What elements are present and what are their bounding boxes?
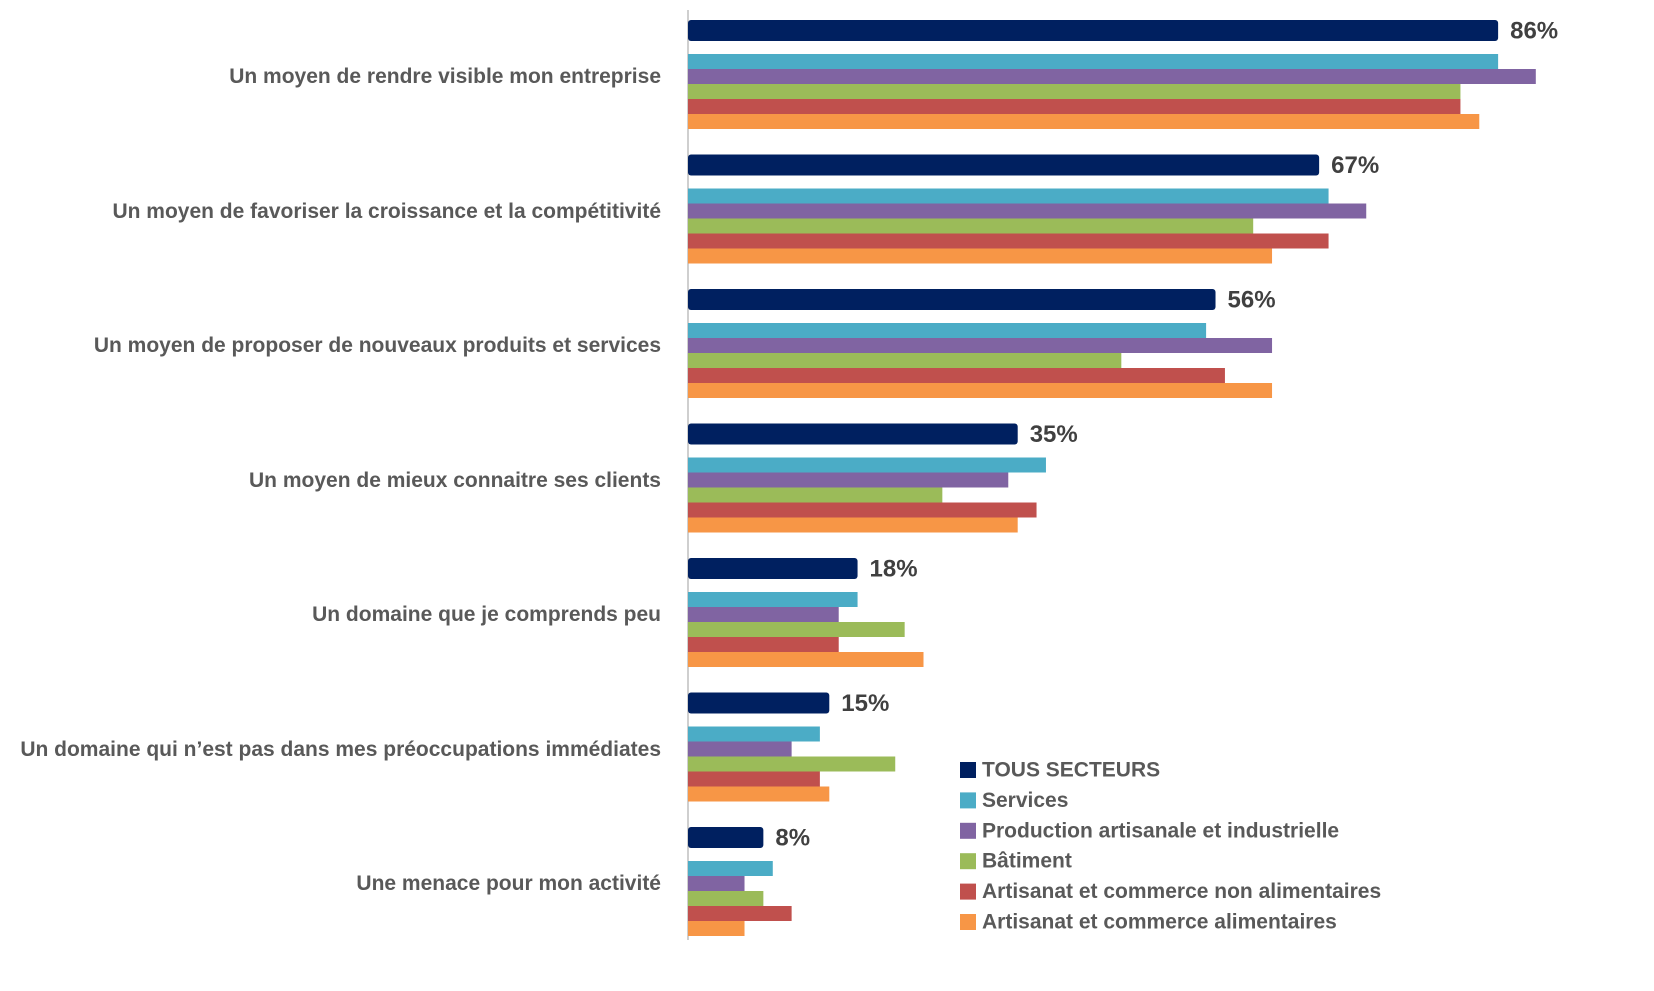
bar — [688, 154, 1320, 176]
category-label: Un domaine qui n’est pas dans mes préocc… — [20, 737, 661, 761]
bar — [688, 289, 1216, 310]
bar — [688, 353, 1122, 368]
bar — [688, 218, 1254, 234]
bar — [688, 323, 1207, 338]
legend-swatch — [960, 914, 976, 930]
value-label: 86% — [1510, 17, 1558, 44]
value-label: 67% — [1331, 152, 1379, 179]
bar — [688, 906, 792, 921]
bar — [688, 188, 1329, 204]
bar — [688, 756, 896, 772]
legend-label: TOUS SECTEURS — [982, 759, 1160, 782]
bar — [688, 652, 924, 667]
legend-label: Bâtiment — [982, 850, 1072, 873]
legend-label: Artisanat et commerce non alimentaires — [982, 880, 1381, 903]
legend-swatch — [960, 853, 976, 870]
bar — [688, 423, 1018, 445]
bar — [688, 20, 1499, 41]
legend-label: Artisanat et commerce alimentaires — [982, 911, 1337, 934]
category-label: Un moyen de rendre visible mon entrepris… — [229, 65, 661, 88]
bar — [688, 69, 1536, 84]
bar — [688, 861, 773, 876]
value-label: 8% — [775, 824, 810, 851]
bar — [688, 233, 1329, 249]
bar — [688, 827, 764, 848]
bar — [688, 54, 1499, 69]
bar — [688, 592, 858, 607]
legend-swatch — [960, 792, 976, 809]
bar — [688, 383, 1273, 398]
bar — [688, 692, 830, 714]
bar — [688, 558, 858, 579]
bar — [688, 487, 943, 503]
legend-swatch — [960, 822, 976, 839]
bar — [688, 876, 745, 891]
category-label: Un moyen de proposer de nouveaux produit… — [93, 334, 661, 357]
bar — [688, 726, 820, 742]
bar — [688, 607, 839, 622]
bar — [688, 99, 1461, 114]
bar — [688, 921, 745, 936]
legend-swatch — [960, 762, 976, 778]
bar — [688, 368, 1225, 383]
bar — [688, 517, 1018, 533]
bar — [688, 338, 1273, 353]
category-label: Un domaine que je comprends peu — [312, 603, 661, 626]
bar — [688, 891, 764, 906]
bar — [688, 786, 830, 802]
bar — [688, 457, 1046, 473]
bar — [688, 637, 839, 652]
category-label: Un moyen de favoriser la croissance et l… — [112, 199, 661, 223]
value-label: 18% — [870, 555, 918, 582]
legend-label: Production artisanale et industrielle — [982, 819, 1339, 842]
bar — [688, 84, 1461, 99]
value-label: 35% — [1030, 421, 1078, 448]
bar — [688, 472, 1009, 488]
bar — [688, 248, 1273, 264]
legend-label: Services — [982, 789, 1068, 812]
bar — [688, 203, 1367, 219]
bar — [688, 502, 1037, 518]
category-label: Un moyen de mieux connaitre ses clients — [249, 468, 661, 492]
legend-swatch — [960, 883, 976, 900]
category-label: Une menace pour mon activité — [356, 872, 661, 895]
value-label: 56% — [1228, 286, 1276, 313]
bar — [688, 771, 820, 787]
bar — [688, 622, 905, 637]
bar — [688, 741, 792, 757]
value-label: 15% — [841, 690, 889, 717]
bar — [688, 114, 1480, 129]
